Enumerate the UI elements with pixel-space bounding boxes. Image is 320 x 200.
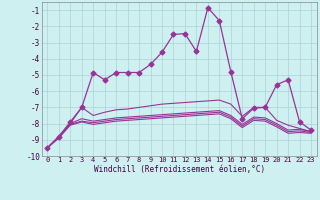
X-axis label: Windchill (Refroidissement éolien,°C): Windchill (Refroidissement éolien,°C) — [94, 165, 265, 174]
